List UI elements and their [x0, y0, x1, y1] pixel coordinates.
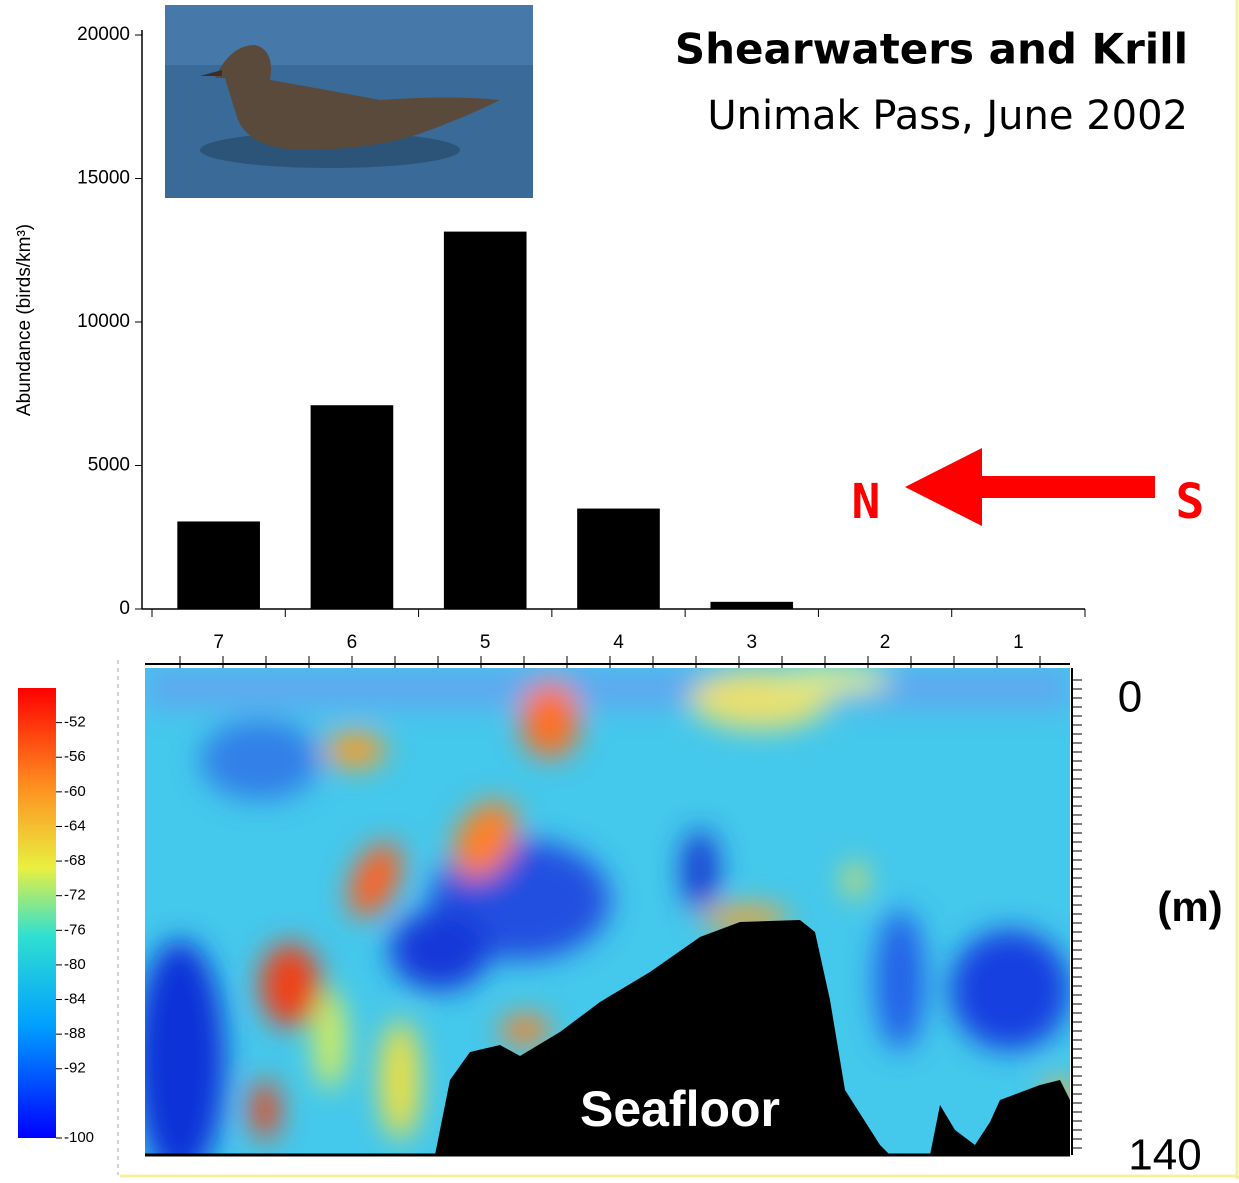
x-tick-label: 6	[347, 632, 358, 653]
colorbar-tick-label: -60	[64, 783, 86, 800]
arrow-head	[905, 448, 982, 526]
y-tick-label: 20000	[77, 24, 130, 45]
x-tick-label: 5	[480, 632, 491, 653]
y-axis-label: Abundance (birds/km³)	[14, 224, 35, 416]
depth-unit-label: (m)	[1157, 883, 1222, 930]
colorbar-tick-label: -68	[64, 852, 86, 869]
colorbar-tick-label: -80	[64, 956, 86, 973]
direction-to: N	[852, 474, 881, 530]
colorbar-tick-label: -56	[64, 748, 86, 765]
seafloor-label: Seafloor	[580, 1081, 780, 1137]
bar	[710, 602, 793, 609]
colorbar-tick-label: -76	[64, 921, 86, 938]
x-tick-label: 4	[613, 632, 624, 653]
y-tick-label: 15000	[77, 168, 130, 189]
y-tick-label: 5000	[88, 455, 130, 476]
chart-title: Shearwaters and Krill	[675, 25, 1188, 74]
bar	[444, 232, 527, 609]
bird-photo	[165, 5, 533, 198]
colorbar-tick-label: -88	[64, 1025, 86, 1042]
colorbar-tick-label: -64	[64, 817, 86, 834]
chart-subtitle: Unimak Pass, June 2002	[707, 93, 1188, 139]
chart: Shearwaters and Krill Unimak Pass, June …	[0, 0, 1239, 1179]
y-tick-label: 0	[119, 598, 130, 619]
direction-from: S	[1176, 474, 1205, 530]
page: Shearwaters and Krill Unimak Pass, June …	[0, 0, 1239, 1183]
depth-bottom-label: 140	[1128, 1131, 1201, 1179]
bar	[311, 405, 394, 609]
x-tick-label: 3	[746, 632, 757, 653]
bar	[577, 509, 660, 609]
bar	[177, 521, 260, 609]
colorbar-tick-label: -52	[64, 714, 86, 731]
depth-top-label: 0	[1118, 673, 1142, 722]
colorbar-tick-label: -84	[64, 991, 86, 1008]
x-tick-label: 2	[880, 632, 891, 653]
direction-arrow	[905, 448, 1155, 526]
x-tick-label: 7	[213, 632, 224, 653]
colorbar-tick-label: -100	[64, 1129, 94, 1146]
y-tick-label: 10000	[77, 311, 130, 332]
colorbar	[18, 688, 56, 1138]
arrow-shaft	[975, 476, 1155, 498]
colorbar-tick-label: -72	[64, 887, 86, 904]
colorbar-tick-label: -92	[64, 1060, 86, 1077]
x-tick-label: 1	[1013, 632, 1024, 653]
